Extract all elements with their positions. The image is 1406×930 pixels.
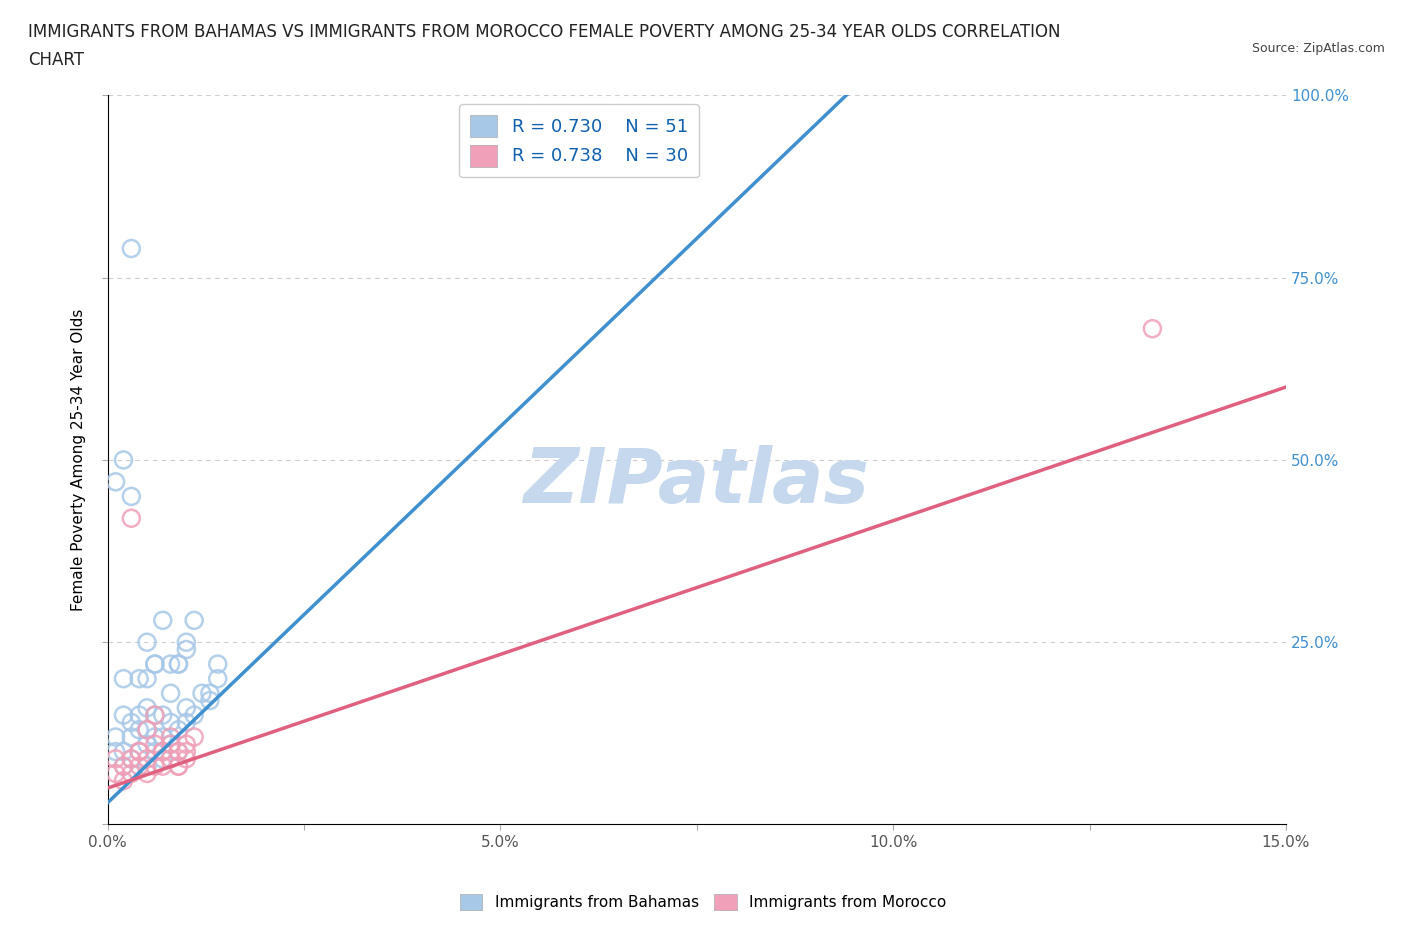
Text: ZIPatlas: ZIPatlas — [524, 445, 870, 519]
Point — [152, 613, 174, 628]
Point — [136, 737, 159, 751]
Point — [120, 751, 142, 766]
Legend: Immigrants from Bahamas, Immigrants from Morocco: Immigrants from Bahamas, Immigrants from… — [451, 886, 955, 918]
Point — [136, 671, 159, 686]
Point — [176, 744, 198, 759]
Point — [120, 751, 142, 766]
Point — [104, 729, 127, 744]
Point — [152, 729, 174, 744]
Point — [136, 751, 159, 766]
Point — [176, 700, 198, 715]
Point — [128, 744, 150, 759]
Point — [128, 744, 150, 759]
Point — [120, 715, 142, 730]
Point — [183, 613, 205, 628]
Point — [167, 657, 190, 671]
Text: Source: ZipAtlas.com: Source: ZipAtlas.com — [1251, 42, 1385, 55]
Point — [128, 671, 150, 686]
Point — [176, 642, 198, 657]
Point — [176, 751, 198, 766]
Point — [159, 729, 181, 744]
Point — [191, 685, 214, 700]
Point — [176, 737, 198, 751]
Point — [143, 729, 166, 744]
Point — [152, 744, 174, 759]
Point — [159, 751, 181, 766]
Point — [167, 744, 190, 759]
Text: IMMIGRANTS FROM BAHAMAS VS IMMIGRANTS FROM MOROCCO FEMALE POVERTY AMONG 25-34 YE: IMMIGRANTS FROM BAHAMAS VS IMMIGRANTS FR… — [28, 23, 1060, 41]
Point — [152, 708, 174, 723]
Point — [104, 766, 127, 781]
Point — [183, 708, 205, 723]
Point — [104, 751, 127, 766]
Point — [183, 729, 205, 744]
Point — [159, 737, 181, 751]
Legend: R = 0.730    N = 51, R = 0.738    N = 30: R = 0.730 N = 51, R = 0.738 N = 30 — [460, 104, 699, 178]
Point — [167, 759, 190, 774]
Point — [143, 708, 166, 723]
Point — [176, 715, 198, 730]
Point — [128, 723, 150, 737]
Point — [104, 474, 127, 489]
Point — [128, 744, 150, 759]
Point — [120, 766, 142, 781]
Point — [167, 723, 190, 737]
Point — [136, 723, 159, 737]
Point — [120, 729, 142, 744]
Point — [143, 744, 166, 759]
Point — [159, 715, 181, 730]
Y-axis label: Female Poverty Among 25-34 Year Olds: Female Poverty Among 25-34 Year Olds — [72, 309, 86, 611]
Point — [112, 774, 135, 789]
Point — [112, 759, 135, 774]
Point — [143, 737, 166, 751]
Point — [143, 657, 166, 671]
Point — [128, 708, 150, 723]
Point — [152, 759, 174, 774]
Point — [159, 657, 181, 671]
Point — [136, 766, 159, 781]
Point — [198, 685, 221, 700]
Point — [1142, 321, 1164, 336]
Point — [128, 759, 150, 774]
Point — [167, 759, 190, 774]
Point — [136, 700, 159, 715]
Point — [167, 744, 190, 759]
Point — [167, 657, 190, 671]
Point — [112, 744, 135, 759]
Point — [159, 685, 181, 700]
Point — [136, 635, 159, 650]
Point — [136, 723, 159, 737]
Point — [152, 751, 174, 766]
Point — [207, 671, 229, 686]
Point — [112, 759, 135, 774]
Point — [143, 657, 166, 671]
Text: CHART: CHART — [28, 51, 84, 69]
Point — [120, 511, 142, 525]
Point — [112, 671, 135, 686]
Point — [120, 489, 142, 504]
Point — [120, 241, 142, 256]
Point — [152, 744, 174, 759]
Point — [176, 635, 198, 650]
Point — [207, 657, 229, 671]
Point — [143, 708, 166, 723]
Point — [136, 759, 159, 774]
Point — [112, 453, 135, 468]
Point — [198, 693, 221, 708]
Point — [143, 759, 166, 774]
Point — [112, 708, 135, 723]
Point — [159, 737, 181, 751]
Point — [104, 744, 127, 759]
